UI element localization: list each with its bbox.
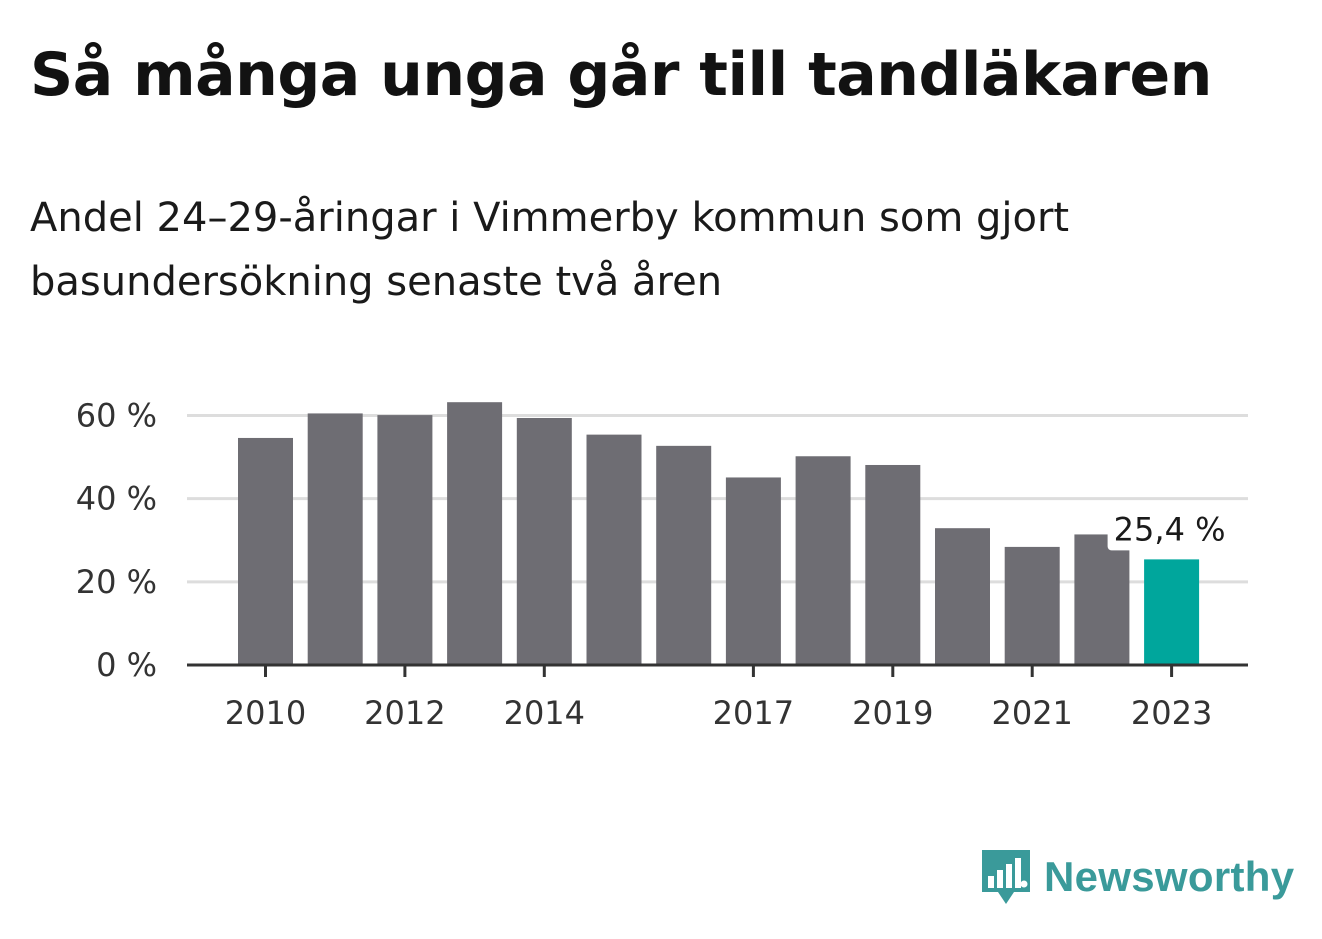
bar-2018 xyxy=(795,456,851,665)
newsworthy-logo-icon xyxy=(982,850,1030,904)
bar-2015 xyxy=(586,434,642,665)
bar-2010 xyxy=(238,437,293,665)
x-tick-label: 2019 xyxy=(852,694,933,732)
bar-2020 xyxy=(935,528,990,665)
bar-2022 xyxy=(1074,534,1130,665)
bar-2013 xyxy=(447,402,503,665)
y-tick-label: 20 % xyxy=(76,563,157,601)
bar-2014 xyxy=(516,417,572,665)
y-tick-label: 40 % xyxy=(76,480,157,518)
brand-logo: Newsworthy xyxy=(980,848,1294,906)
data-label-2023: 25,4 % xyxy=(1114,510,1226,548)
bar-2023 xyxy=(1144,559,1200,665)
x-tick-label: 2010 xyxy=(225,694,306,732)
bar-2012 xyxy=(377,415,433,665)
x-tick-label: 2021 xyxy=(991,694,1072,732)
bar-2011 xyxy=(307,413,363,665)
x-tick-label: 2014 xyxy=(504,694,585,732)
bar-2017 xyxy=(725,477,781,665)
data-label-background xyxy=(1107,510,1232,551)
y-tick-label: 0 % xyxy=(96,646,157,684)
y-tick-label: 60 % xyxy=(76,397,157,435)
bar-2019 xyxy=(865,464,921,665)
chart-subtitle: Andel 24–29-åringar i Vimmerby kommun so… xyxy=(30,195,1070,305)
x-tick-label: 2023 xyxy=(1131,694,1212,732)
x-tick-label: 2012 xyxy=(364,694,445,732)
chart-title: Så många unga går till tandläkaren xyxy=(30,40,1212,110)
brand-name: Newsworthy xyxy=(1044,853,1295,900)
x-tick-label: 2017 xyxy=(713,694,794,732)
bar-2016 xyxy=(656,445,712,665)
bar-2021 xyxy=(1004,546,1060,665)
